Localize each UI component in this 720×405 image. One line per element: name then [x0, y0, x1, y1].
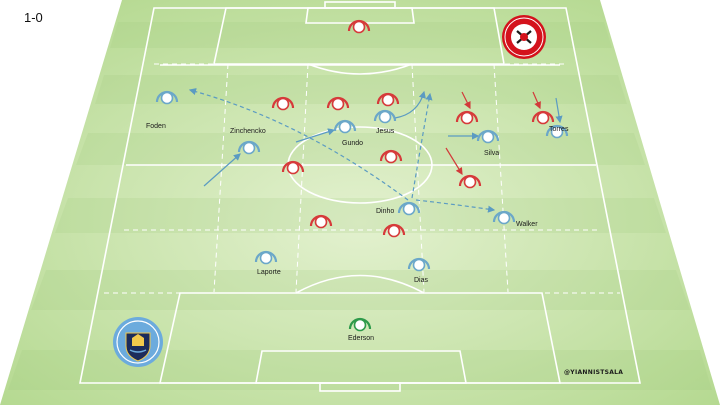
press-arrow-1 [461, 91, 471, 110]
united-player-marker [281, 160, 305, 175]
pass-arrow-dinho-up [411, 92, 433, 199]
manchester-city-players: Foden Zinchencko Gundo Jesus Silva Torres Dinh… [146, 90, 569, 342]
run-arrow-zinchencko [203, 153, 241, 187]
player-label-torres: Torres [549, 126, 569, 133]
player-label-walker: Walker [516, 221, 538, 228]
pass-arrow-dinho-walker [415, 199, 496, 213]
pitch-lines [79, 1, 641, 392]
player-label-gundo: Gundo [342, 140, 363, 147]
player-label-foden: Foden [146, 123, 166, 130]
city-player-marker [373, 109, 397, 124]
run-arrow-gundo [295, 128, 336, 143]
city-player-marker [237, 140, 261, 155]
zone-lines [104, 63, 620, 294]
sheffield-united-crest [502, 15, 546, 59]
united-player-marker [309, 214, 333, 229]
city-player-marker [476, 129, 500, 144]
united-player-marker [271, 96, 295, 111]
credit-label: @YIANNISTSALA [564, 369, 623, 376]
city-player-marker [492, 210, 516, 225]
player-label-laporte: Laporte [257, 269, 281, 276]
city-player-marker [155, 90, 179, 105]
sheffield-united-players [271, 19, 555, 238]
city-player-marker [407, 257, 431, 272]
run-arrow-torres [555, 97, 563, 124]
united-player-marker [458, 174, 482, 189]
manchester-city-crest [113, 317, 163, 367]
player-label-dinho: Dinho [376, 208, 394, 215]
player-label-silva: Silva [484, 150, 499, 157]
united-player-marker [531, 110, 555, 125]
movement-arrows [188, 88, 563, 213]
pitch-stripes [8, 22, 712, 390]
player-label-ederson: Ederson [348, 335, 374, 342]
city-player-marker [348, 317, 372, 332]
united-player-marker [382, 223, 406, 238]
city-player-marker [545, 124, 569, 139]
united-player-marker [455, 110, 479, 125]
press-arrow-2 [532, 91, 541, 110]
united-player-marker [379, 149, 403, 164]
united-player-marker [326, 96, 350, 111]
pass-arrow-dinho-foden [188, 88, 409, 201]
united-player-marker [376, 92, 400, 107]
city-player-marker [254, 250, 278, 265]
press-arrow-3 [445, 147, 463, 176]
player-label-zinchencko: Zinchencko [230, 128, 266, 135]
united-player-marker [347, 19, 371, 34]
city-player-marker [333, 119, 357, 134]
run-arrow-jesus [394, 90, 426, 119]
score-label: 1-0 [24, 10, 43, 25]
city-player-marker [397, 201, 421, 216]
player-label-dias: Dias [414, 277, 429, 284]
player-label-jesus: Jesus [376, 128, 395, 135]
